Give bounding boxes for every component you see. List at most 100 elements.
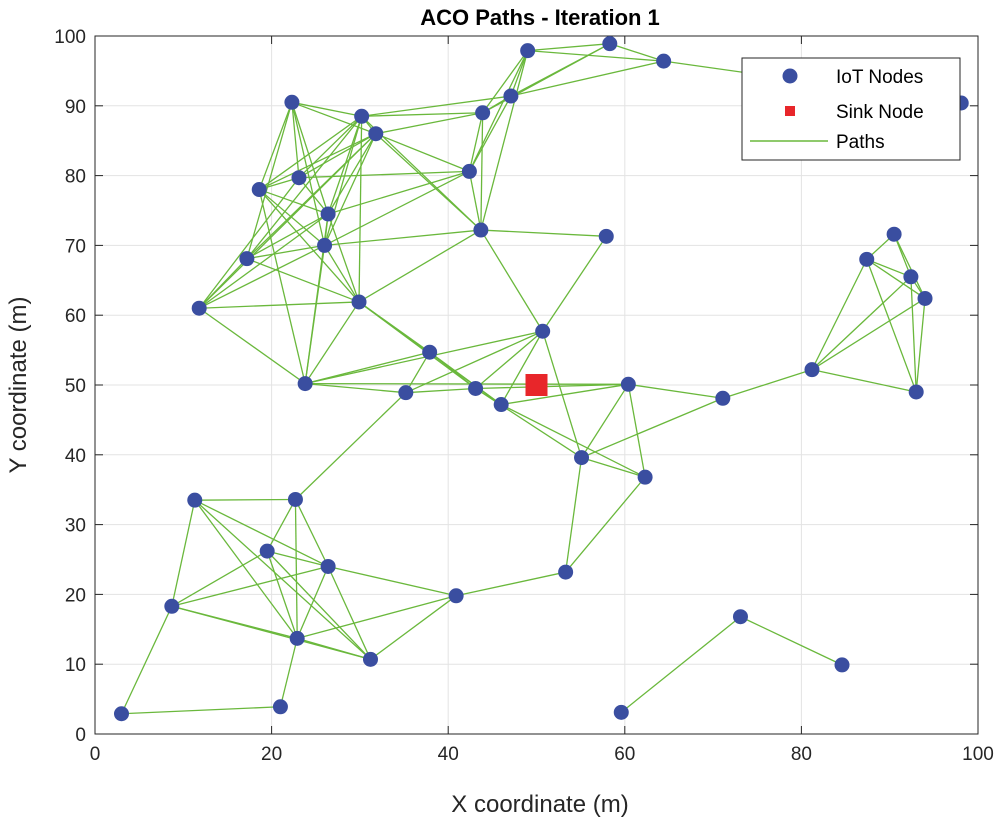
iot-node-point xyxy=(351,294,367,310)
path-edge xyxy=(294,499,329,567)
path-edge xyxy=(294,499,298,639)
path-edge xyxy=(296,566,329,639)
y-tick-label: 90 xyxy=(65,97,86,118)
y-tick-label: 20 xyxy=(65,585,86,606)
path-edge xyxy=(468,171,482,231)
y-tick-label: 10 xyxy=(65,655,86,676)
path-edge xyxy=(475,383,629,390)
iot-node-point xyxy=(362,651,378,667)
path-edge xyxy=(480,229,607,237)
path-edge xyxy=(510,43,611,97)
iot-node-point xyxy=(732,609,748,625)
path-edge xyxy=(324,245,360,303)
path-edge xyxy=(361,112,483,117)
path-edge xyxy=(297,637,371,660)
path-edge xyxy=(266,499,297,552)
iot-node-point xyxy=(187,492,203,508)
path-edge xyxy=(468,95,512,172)
path-edge xyxy=(327,213,360,303)
path-edge xyxy=(324,229,481,247)
path-edge xyxy=(620,616,741,713)
iot-node-point xyxy=(113,706,129,722)
axes xyxy=(94,35,979,735)
y-axis-label: Y coordinate (m) xyxy=(5,297,32,474)
iot-node-point xyxy=(468,380,484,396)
path-edge xyxy=(305,330,543,385)
path-edge xyxy=(358,301,431,353)
legend-iot-marker xyxy=(782,68,798,84)
path-edge xyxy=(258,102,293,190)
iot-node-point xyxy=(602,36,618,52)
path-edge xyxy=(259,188,329,215)
path-edge xyxy=(358,229,482,303)
path-edge xyxy=(298,133,377,179)
path-edge xyxy=(258,189,306,384)
iot-node-point xyxy=(461,163,477,179)
x-tick-label: 60 xyxy=(614,744,635,765)
path-edge xyxy=(866,258,926,299)
path-edge xyxy=(510,60,664,97)
iot-node-point xyxy=(535,323,551,339)
path-edge xyxy=(194,499,298,639)
path-edge xyxy=(609,43,664,62)
iot-node-point xyxy=(297,376,313,392)
path-edge xyxy=(482,50,529,114)
path-edge xyxy=(323,133,377,246)
iot-node-point xyxy=(637,469,653,485)
iot-node-point xyxy=(317,237,333,253)
iot-node-point xyxy=(598,228,614,244)
path-edge xyxy=(294,392,407,500)
path-edge xyxy=(121,706,281,715)
path-edge xyxy=(246,244,325,260)
iot-node-point xyxy=(475,105,491,121)
legend-sink-marker xyxy=(785,106,795,116)
path-edge xyxy=(246,115,363,260)
iot-node-point xyxy=(398,385,414,401)
iot-node-point xyxy=(908,384,924,400)
path-edge xyxy=(327,565,457,597)
path-edge xyxy=(198,213,329,309)
path-edge xyxy=(910,276,917,393)
path-edge xyxy=(542,235,607,332)
legend: IoT Nodes Sink Node Paths xyxy=(741,57,961,161)
path-edge xyxy=(370,595,457,660)
iot-node-point xyxy=(558,564,574,580)
y-tick-label: 70 xyxy=(65,236,86,257)
path-edge xyxy=(246,258,360,303)
path-edge xyxy=(627,384,646,478)
x-tick-label: 80 xyxy=(791,744,812,765)
path-edge xyxy=(258,189,326,246)
path-edge xyxy=(267,550,329,568)
path-edge xyxy=(171,550,268,607)
path-edge xyxy=(266,550,298,639)
path-edge xyxy=(327,133,377,215)
legend-sink-label: Sink Node xyxy=(836,102,924,123)
sink-node-point xyxy=(525,374,548,396)
path-edge xyxy=(866,258,912,278)
path-edge xyxy=(194,498,296,501)
path-edge xyxy=(722,369,813,399)
iot-node-point xyxy=(320,206,336,222)
path-edge xyxy=(500,403,646,478)
path-edge xyxy=(564,457,583,573)
legend-box xyxy=(741,57,961,161)
path-edge xyxy=(198,177,300,309)
path-edge xyxy=(361,95,511,117)
path-edge xyxy=(323,116,363,246)
path-edge xyxy=(866,259,917,393)
path-edge xyxy=(358,116,363,302)
chart-title: ACO Paths - Iteration 1 xyxy=(420,5,660,30)
path-edge xyxy=(893,233,926,299)
x-tick-label: 0 xyxy=(90,744,101,765)
path-edge xyxy=(246,133,377,260)
path-edge xyxy=(258,133,377,191)
path-edge xyxy=(811,259,868,370)
x-axis-label: X coordinate (m) xyxy=(451,791,628,818)
path-edge xyxy=(375,112,483,135)
path-edge xyxy=(527,50,664,62)
iot-node-point xyxy=(715,390,731,406)
path-edge xyxy=(811,276,912,371)
iot-node-point xyxy=(448,588,464,604)
path-edge xyxy=(581,456,646,478)
iot-node-point xyxy=(287,491,303,507)
